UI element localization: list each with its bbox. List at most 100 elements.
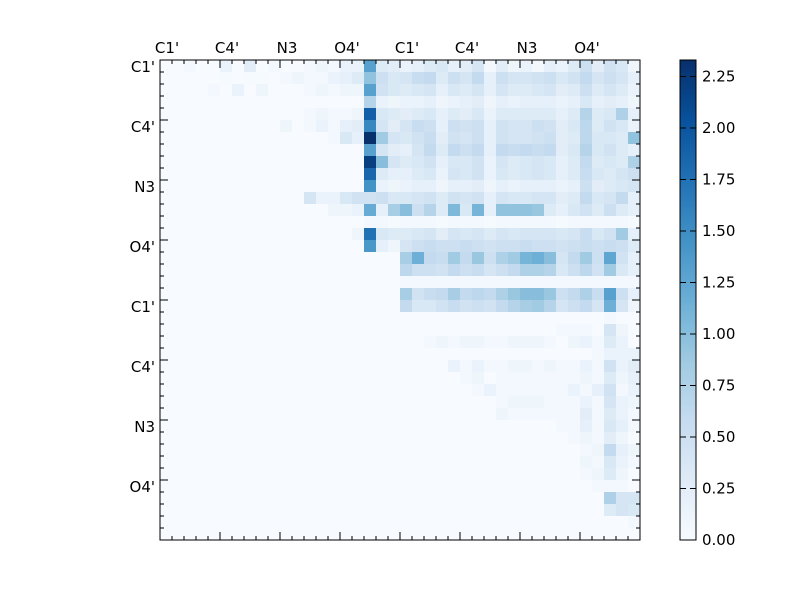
heatmap-cell [184, 312, 197, 325]
heatmap-cell [400, 216, 413, 229]
heatmap-cell [520, 384, 533, 397]
heatmap-cell [364, 336, 377, 349]
heatmap-cell [484, 180, 497, 193]
heatmap-cell [520, 396, 533, 409]
heatmap-cell [532, 180, 545, 193]
heatmap-cell [328, 252, 341, 265]
heatmap-cell [448, 264, 461, 277]
heatmap-cell [532, 288, 545, 301]
heatmap-cell [496, 240, 509, 253]
heatmap-cell [412, 108, 425, 121]
heatmap-cell [568, 168, 581, 181]
heatmap-cell [280, 288, 293, 301]
heatmap-cell [424, 264, 437, 277]
heatmap-cell [172, 504, 185, 517]
heatmap-cell [376, 132, 389, 145]
heatmap-cell [388, 60, 401, 73]
heatmap-cell [412, 528, 425, 541]
heatmap-cell [496, 72, 509, 85]
heatmap-cell [472, 144, 485, 157]
heatmap-cell [568, 312, 581, 325]
heatmap-cell [352, 300, 365, 313]
heatmap-cell [268, 180, 281, 193]
heatmap-cell [376, 84, 389, 97]
axis-ticks [159, 59, 641, 541]
heatmap-cell [184, 96, 197, 109]
heatmap-cell [448, 480, 461, 493]
heatmap-cell [196, 480, 209, 493]
heatmap-cell [508, 132, 521, 145]
heatmap-cell [280, 180, 293, 193]
heatmap-cell [568, 228, 581, 241]
heatmap-cell [376, 228, 389, 241]
heatmap-cell [604, 504, 617, 517]
heatmap-cell [484, 516, 497, 529]
heatmap-cell [532, 204, 545, 217]
heatmap-cell [184, 168, 197, 181]
heatmap-cell [472, 72, 485, 85]
heatmap-cell [604, 180, 617, 193]
heatmap-cell [436, 108, 449, 121]
heatmap-cell [280, 408, 293, 421]
heatmap-cell [160, 384, 173, 397]
heatmap-cell [580, 84, 593, 97]
heatmap-cell [484, 336, 497, 349]
heatmap-cell [172, 252, 185, 265]
heatmap-cell [328, 492, 341, 505]
heatmap-cell [412, 144, 425, 157]
heatmap-cell [448, 156, 461, 169]
heatmap-cell [448, 252, 461, 265]
heatmap-cell [616, 468, 629, 481]
heatmap-cell [460, 396, 473, 409]
heatmap-cell [616, 396, 629, 409]
heatmap-cell [256, 156, 269, 169]
heatmap-cell [268, 324, 281, 337]
heatmap-cell [208, 384, 221, 397]
heatmap-cell [376, 204, 389, 217]
heatmap-cell [364, 408, 377, 421]
heatmap-cell [496, 168, 509, 181]
heatmap-cell [172, 180, 185, 193]
heatmap-cell [568, 84, 581, 97]
heatmap-cell [244, 456, 257, 469]
heatmap-cell [304, 240, 317, 253]
heatmap-cell [220, 264, 233, 277]
heatmap-cell [352, 372, 365, 385]
heatmap-cell [556, 336, 569, 349]
heatmap-cell [388, 180, 401, 193]
heatmap-cell [364, 528, 377, 541]
heatmap-cell [268, 252, 281, 265]
heatmap-cell [568, 528, 581, 541]
heatmap-cell [592, 228, 605, 241]
heatmap-cell [400, 456, 413, 469]
heatmap-cell [412, 288, 425, 301]
heatmap-cell [508, 264, 521, 277]
heatmap-cell [160, 348, 173, 361]
heatmap-cell [604, 144, 617, 157]
heatmap-cell [376, 168, 389, 181]
heatmap-cell [340, 396, 353, 409]
heatmap-cell [520, 372, 533, 385]
heatmap-cell [208, 336, 221, 349]
heatmap-cell [208, 108, 221, 121]
heatmap-cell [400, 432, 413, 445]
heatmap-cell [532, 312, 545, 325]
heatmap-cell [628, 516, 641, 529]
heatmap-cell [628, 180, 641, 193]
heatmap-cell [328, 216, 341, 229]
heatmap-cell [568, 468, 581, 481]
heatmap-cell [412, 276, 425, 289]
heatmap-cell [208, 348, 221, 361]
heatmap-cell [292, 516, 305, 529]
heatmap-cell [340, 516, 353, 529]
heatmap-cell [412, 156, 425, 169]
heatmap-cell [376, 528, 389, 541]
heatmap-cell [220, 384, 233, 397]
heatmap-cell [484, 132, 497, 145]
heatmap-cell [304, 324, 317, 337]
heatmap-cell [400, 444, 413, 457]
heatmap-cell [604, 156, 617, 169]
heatmap-cell [232, 516, 245, 529]
heatmap-cell [160, 84, 173, 97]
